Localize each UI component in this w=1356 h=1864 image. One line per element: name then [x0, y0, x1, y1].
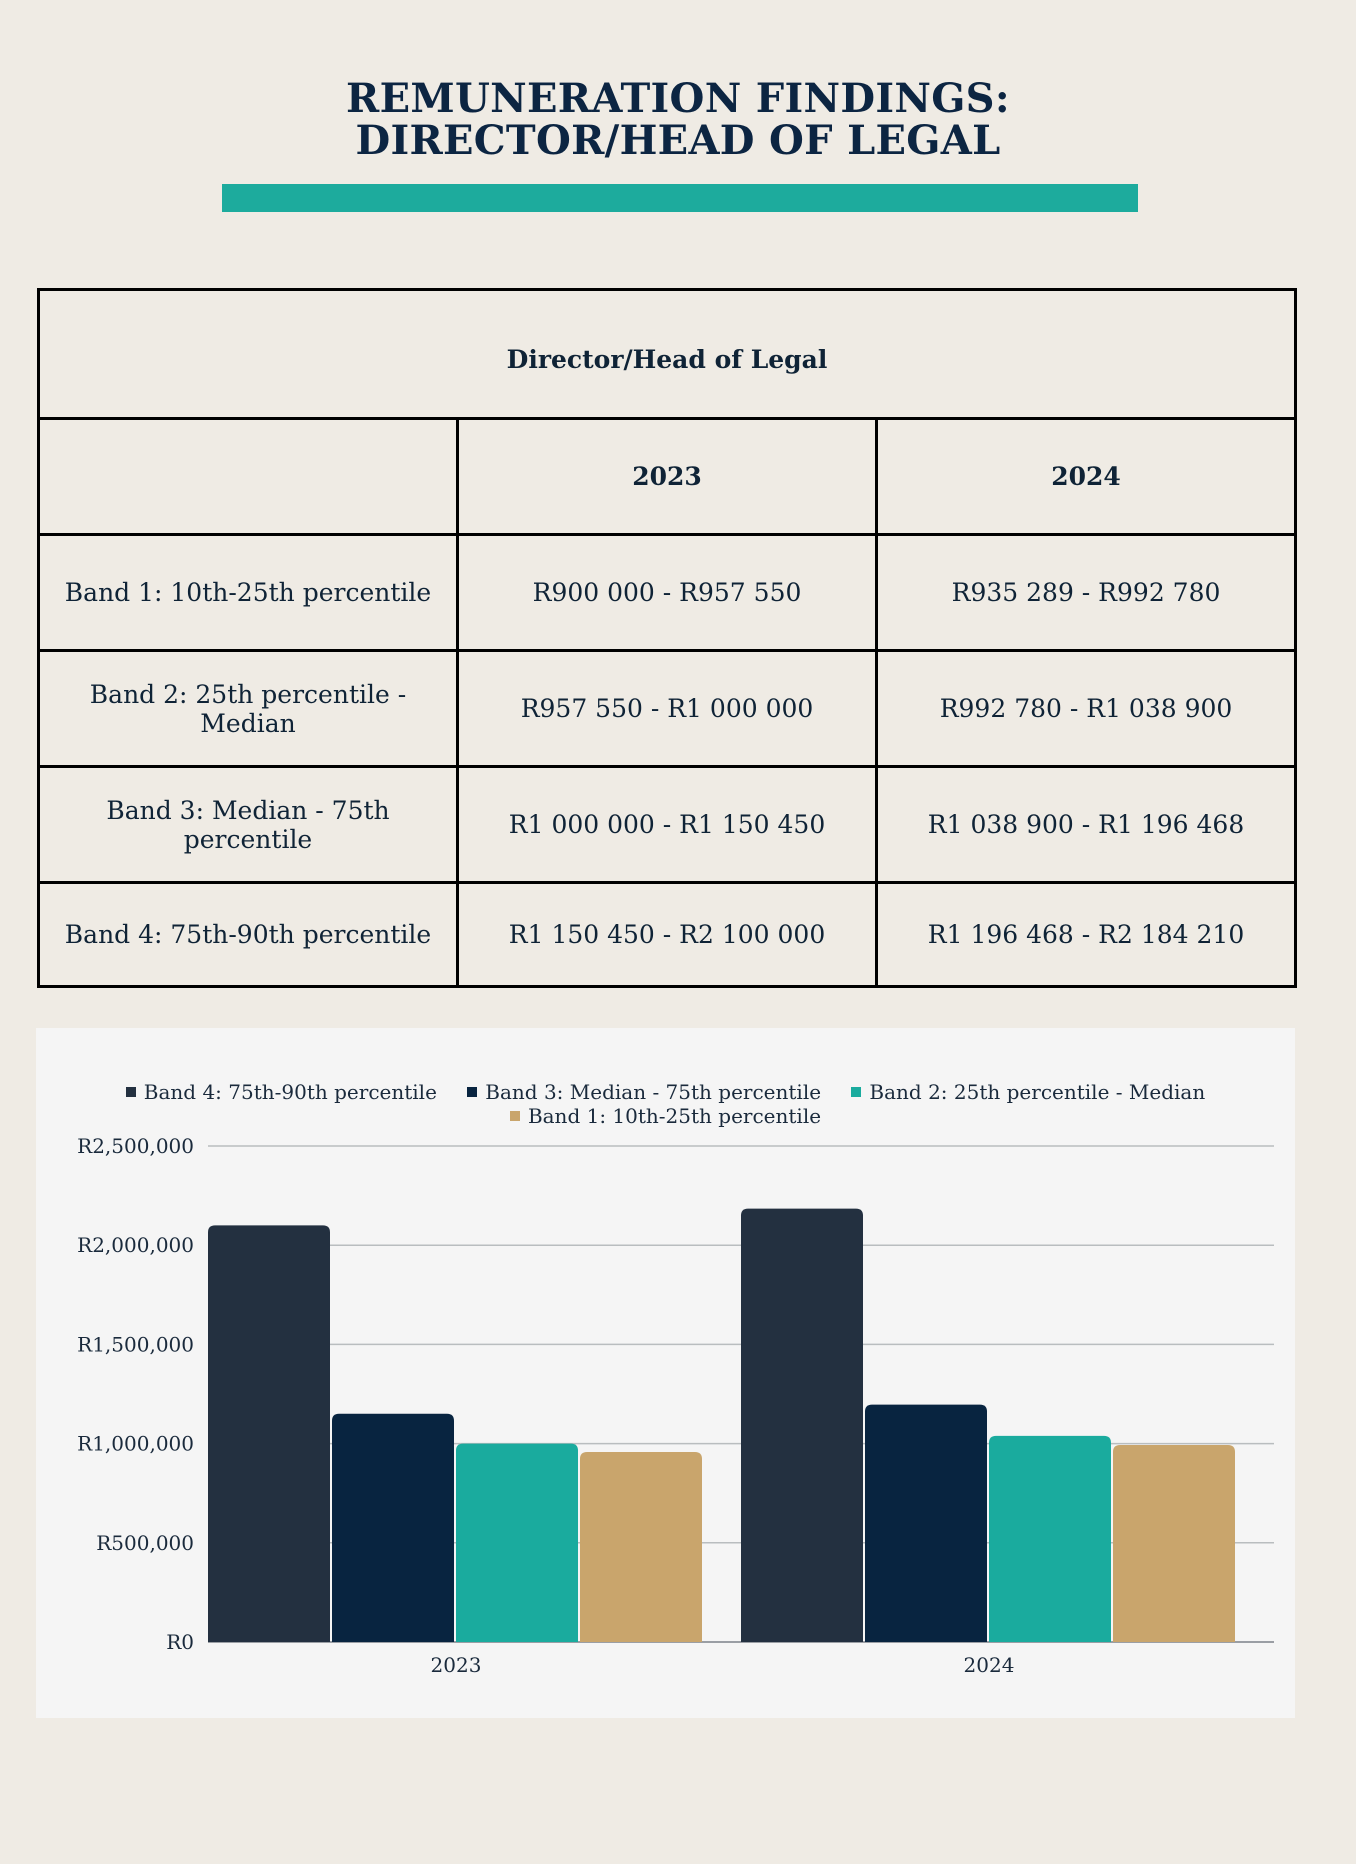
band-range-2024: R992 780 - R1 038 900: [874, 649, 1298, 768]
y-tick-label: R2,500,000: [77, 1134, 194, 1158]
bar: [989, 1435, 1111, 1642]
band-label: Band 1: 10th-25th percentile: [37, 533, 459, 652]
table-heading: Director/Head of Legal: [36, 288, 1298, 420]
band-range-2023: R900 000 - R957 550: [456, 533, 878, 652]
remuneration-table: Director/Head of Legal 2023 2024 Band 1:…: [36, 288, 1298, 988]
legend-item-band-4: Band 4: 75th-90th percentile: [125, 1080, 437, 1104]
band-range-2023: R1 150 450 - R2 100 000: [456, 881, 878, 988]
band-range-2024: R1 196 468 - R2 184 210: [874, 881, 1298, 988]
title-accent-bar: [222, 184, 1138, 212]
column-header-2023: 2023: [456, 417, 878, 536]
legend-item-band-3: Band 3: Median - 75th percentile: [467, 1080, 821, 1104]
bar: [865, 1404, 987, 1642]
band-label: Band 3: Median - 75th percentile: [37, 765, 459, 884]
x-tick-label: 2024: [964, 1653, 1015, 1677]
table-row: Band 3: Median - 75th percentile R1 000 …: [37, 765, 1298, 884]
title-line-2: DIRECTOR/HEAD OF LEGAL: [355, 117, 1001, 164]
band-label: Band 4: 75th-90th percentile: [37, 881, 459, 988]
chart-legend: Band 4: 75th-90th percentile Band 3: Med…: [36, 1080, 1295, 1128]
bar: [332, 1413, 454, 1642]
table-row: Band 1: 10th-25th percentile R900 000 - …: [37, 533, 1298, 652]
legend-swatch: [125, 1086, 136, 1097]
bar: [208, 1225, 330, 1642]
legend-swatch: [509, 1110, 520, 1121]
title-line-1: REMUNERATION FINDINGS:: [346, 75, 1010, 122]
legend-item-band-2: Band 2: 25th percentile - Median: [851, 1080, 1205, 1104]
legend-label: Band 2: 25th percentile - Median: [869, 1080, 1206, 1104]
legend-label: Band 3: Median - 75th percentile: [485, 1080, 822, 1104]
bar: [456, 1443, 578, 1642]
y-tick-label: R1,500,000: [77, 1332, 194, 1356]
y-tick-label: R500,000: [96, 1531, 194, 1555]
bar: [1113, 1445, 1235, 1642]
x-tick-label: 2023: [431, 1653, 482, 1677]
y-tick-label: R1,000,000: [77, 1432, 194, 1456]
y-tick-label: R2,000,000: [77, 1233, 194, 1257]
chart-canvas: R0 R500,000 R1,000,000 R1,500,000 R2,000,000…: [77, 1134, 1274, 1677]
legend-item-band-1: Band 1: 10th-25th percentile: [509, 1104, 822, 1128]
column-header-2024: 2024: [874, 417, 1298, 536]
legend-swatch: [467, 1086, 478, 1097]
band-range-2023: R1 000 000 - R1 150 450: [456, 765, 878, 884]
bar: [741, 1208, 863, 1642]
band-range-2024: R1 038 900 - R1 196 468: [874, 765, 1298, 884]
table-row: Band 2: 25th percentile - Median R957 55…: [37, 649, 1298, 768]
table-row: Band 4: 75th-90th percentile R1 150 450 …: [37, 881, 1298, 988]
legend-swatch: [851, 1086, 862, 1097]
bar: [580, 1452, 702, 1642]
y-tick-label: R0: [166, 1630, 194, 1654]
column-header-empty: [37, 417, 459, 536]
band-range-2023: R957 550 - R1 000 000: [456, 649, 878, 768]
legend-label: Band 4: 75th-90th percentile: [143, 1080, 437, 1104]
band-label: Band 2: 25th percentile - Median: [37, 649, 459, 768]
legend-label: Band 1: 10th-25th percentile: [527, 1104, 822, 1128]
page-title: REMUNERATION FINDINGS: DIRECTOR/HEAD OF …: [0, 78, 1356, 162]
band-range-2024: R935 289 - R992 780: [874, 533, 1298, 652]
bar-chart: Band 4: 75th-90th percentile Band 3: Med…: [36, 1028, 1295, 1718]
